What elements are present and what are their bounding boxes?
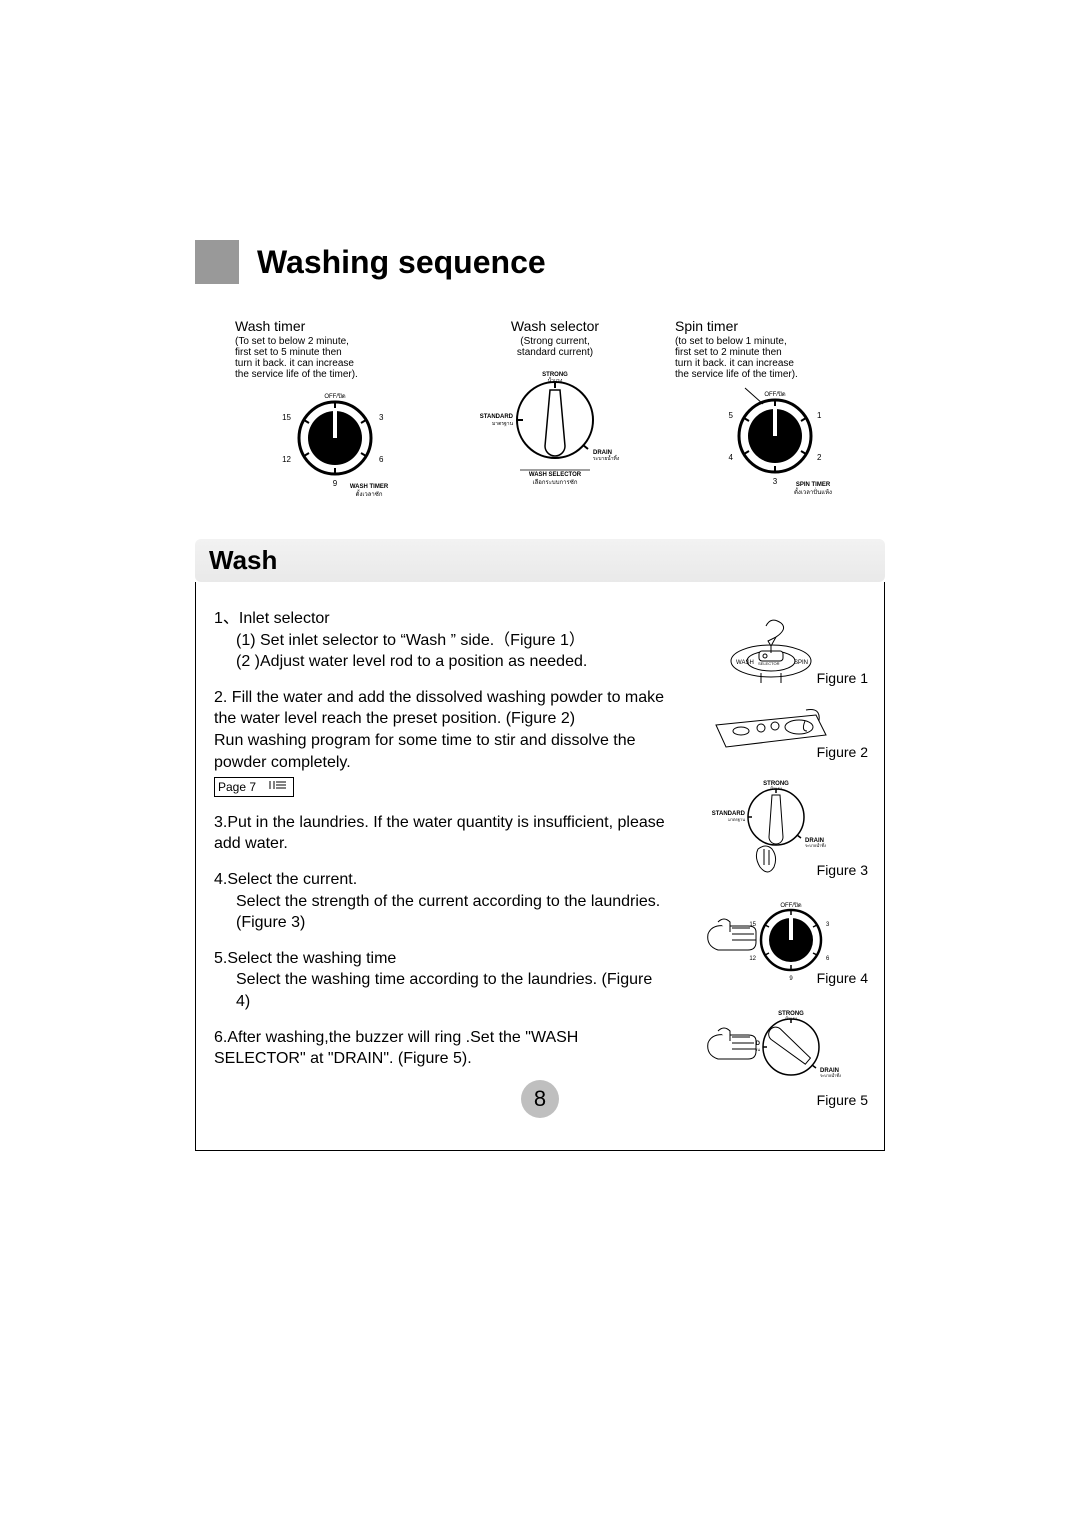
spin-timer-note: (to set to below 1 minute, first set to … [675, 336, 798, 380]
spin-timer-mark-1: 1 [817, 411, 822, 420]
step-1-a: (1) Set inlet selector to “Wash ” side.（… [214, 630, 585, 652]
step-2: 2. Fill the water and add the dissolved … [214, 689, 664, 771]
spin-timer-column: Spin timer (to set to below 1 minute, fi… [675, 318, 875, 511]
step-5-head: 5.Select the washing time [214, 950, 396, 967]
wash-timer-mark-6: 6 [379, 455, 384, 464]
page-title: Washing sequence [257, 244, 546, 281]
steps-text-column: 1、Inlet selector (1) Set inlet selector … [214, 608, 676, 1110]
wash-selector-left2: มาตรฐาน [492, 421, 514, 427]
figure-2-caption: Figure 2 [817, 743, 868, 762]
figure-4-m2: 12 [749, 956, 756, 962]
figure-1-caption: Figure 1 [817, 669, 868, 688]
figure-1-wash: WASH [736, 660, 754, 666]
figure-1: WASH SELECTOR SPIN Figure 1 [676, 608, 866, 694]
figures-column: WASH SELECTOR SPIN Figure 1 [676, 608, 866, 1110]
wash-selector-label: Wash selector [511, 318, 599, 334]
wash-timer-mark-3: 3 [379, 413, 384, 422]
figure-5-top2: น้ำแรง [785, 1014, 797, 1021]
spin-timer-dial-icon: OFF/ปิด 5 1 4 2 3 SPIN TIMER ตั้งเวลาปั่… [705, 386, 845, 509]
spin-timer-off: OFF/ปิด [764, 391, 785, 398]
section-title-bar: Wash [195, 539, 885, 582]
figure-4-m3: 6 [826, 956, 830, 962]
page-ref-box: Page 7 [214, 777, 294, 797]
page-number: 8 [521, 1080, 559, 1118]
wash-timer-label: Wash timer [235, 318, 305, 334]
figure-4-m4: 9 [789, 976, 793, 982]
wash-timer-dial-icon: OFF/ปิด 15 3 12 6 9 WASH TIMER ตั้งเวลาซ… [265, 386, 405, 511]
wash-timer-mark-9: 9 [333, 479, 338, 488]
wash-timer-note: (To set to below 2 minute, first set to … [235, 336, 358, 380]
figure-4-m1: 3 [826, 922, 830, 928]
figure-1-icon: WASH SELECTOR SPIN [716, 611, 826, 691]
spin-timer-mark-5: 5 [729, 411, 734, 420]
page-ref-label: Page 7 [218, 779, 256, 795]
figure-4-off: OFF/ปิด [780, 902, 801, 909]
figure-5-right2: ระบายน้ำทิ้ง [820, 1071, 841, 1078]
figure-4-caption: Figure 4 [817, 969, 868, 988]
page-ref-arrow-icon [262, 779, 290, 795]
wash-timer-column: Wash timer (To set to below 2 minute, fi… [235, 318, 435, 511]
figure-3-top2: น้ำแรง [770, 784, 782, 791]
content-area: Washing sequence Wash timer (To set to b… [195, 240, 885, 1151]
manual-page: Washing sequence Wash timer (To set to b… [0, 0, 1080, 1527]
figure-3-right2: ระบายน้ำทิ้ง [805, 841, 826, 848]
wash-selector-caption1: WASH SELECTOR [529, 472, 582, 478]
figure-1-spin: SPIN [794, 660, 808, 666]
step-4-head: 4.Select the current. [214, 871, 357, 888]
wash-selector-left: STANDARD [480, 414, 514, 420]
figure-2-icon [711, 707, 831, 763]
spin-timer-mark-4: 4 [729, 453, 734, 462]
spin-timer-mark-3: 3 [773, 477, 778, 486]
figure-2: Figure 2 [676, 702, 866, 768]
steps-box: 1、Inlet selector (1) Set inlet selector … [195, 582, 885, 1151]
spin-timer-mark-2: 2 [817, 453, 822, 462]
title-row: Washing sequence [195, 240, 885, 284]
wash-selector-caption2: เลือกระบบการซัก [533, 478, 578, 486]
step-6: 6.After washing,the buzzer will ring .Se… [214, 1027, 668, 1070]
page-number-wrap: 8 [0, 1080, 1080, 1118]
spin-timer-caption1: SPIN TIMER [796, 482, 831, 488]
figure-3-caption: Figure 3 [817, 861, 868, 880]
wash-selector-dial-icon: STRONG น้ำแรง STANDARD มาตรฐาน DRAIN ระบ… [480, 364, 630, 499]
figure-1-sel: SELECTOR [758, 661, 780, 666]
wash-timer-off: OFF/ปิด [324, 393, 345, 400]
wash-selector-note: (Strong current, standard current) [517, 336, 593, 358]
spin-timer-label: Spin timer [675, 318, 738, 334]
step-4-body: Select the strength of the current accor… [214, 891, 668, 934]
title-bullet-square [195, 240, 239, 284]
wash-selector-column: Wash selector (Strong current, standard … [455, 318, 655, 511]
wash-timer-mark-15: 15 [282, 413, 291, 422]
figure-3: STRONG น้ำแรง STANDARD มาตรฐาน DRAIN ระบ… [676, 776, 866, 886]
step-1-b: (2 )Adjust water level rod to a position… [214, 651, 587, 673]
figure-3-left2: มาตรฐาน [728, 817, 745, 822]
wash-timer-caption1: WASH TIMER [350, 484, 389, 490]
dials-row: Wash timer (To set to below 2 minute, fi… [235, 318, 875, 511]
figure-4: OFF/ปิด 15 3 12 6 9 [676, 894, 866, 994]
wash-timer-mark-12: 12 [282, 455, 291, 464]
step-3: 3.Put in the laundries. If the water qua… [214, 812, 668, 855]
step-5-body: Select the washing time according to the… [214, 969, 668, 1012]
step-1-head: 1、Inlet selector [214, 610, 330, 627]
